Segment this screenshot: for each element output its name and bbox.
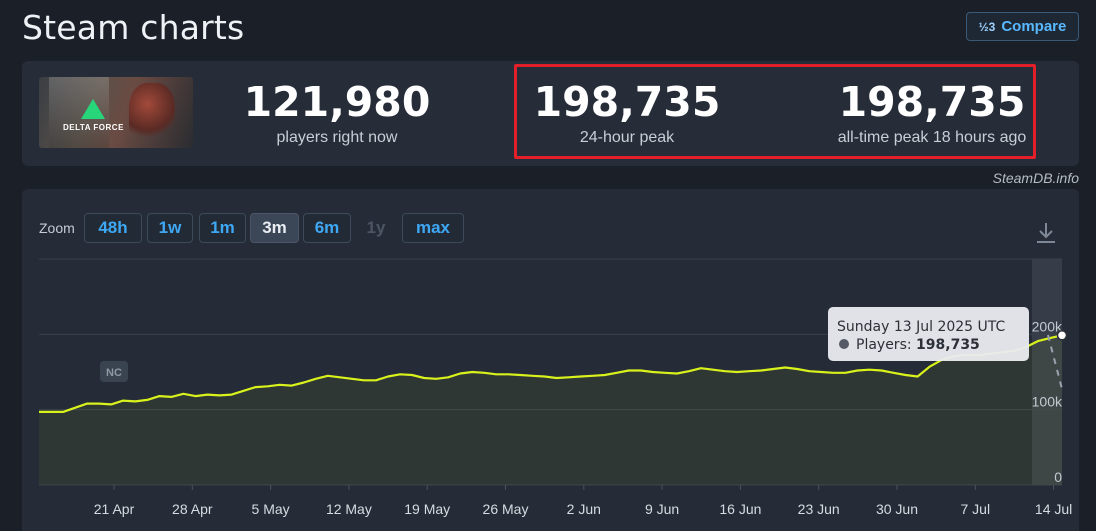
y-axis-labels: 0 100k 200k [1032,318,1063,485]
stats-panel: DELTA FORCE 121,980 players right now 19… [22,61,1079,166]
projection-dashed-line [1047,334,1063,390]
x-axis-labels: 21 Apr 28 Apr 5 May 12 May 19 May 26 May 2 Jun… [94,485,1072,517]
game-logo-text: DELTA FORCE [63,123,124,132]
x-tick-label: 21 Apr [94,501,135,517]
tooltip-value: 198,735 [916,337,980,353]
players-now-label: players right now [276,129,398,146]
tooltip-series-label: Players: [856,337,912,353]
x-tick-label: 7 Jul [961,501,991,517]
tooltip-body: Players: 198,735 [856,337,980,353]
zoom-label: Zoom [39,220,75,236]
stat-players-now: 121,980 players right now [237,82,437,147]
zoom-btn-max[interactable]: max [402,213,464,243]
game-logo-icon [81,99,105,119]
x-tick-label: 26 May [483,501,529,517]
alltime-value: 198,735 [838,78,1026,126]
zoom-btn-6m[interactable]: 6m [303,213,351,243]
x-tick-label: 30 Jun [876,501,918,517]
banner-art-character [129,83,175,143]
x-tick-label: 23 Jun [798,501,840,517]
x-tick-label: 9 Jun [645,501,679,517]
series-line-players [39,334,1063,413]
zoom-btn-48h[interactable]: 48h [84,213,142,243]
download-icon[interactable] [1035,221,1057,245]
hover-point-marker [1056,330,1068,341]
compare-button[interactable]: ½3 Compare [966,12,1079,41]
y-tick-label: 0 [1054,469,1062,485]
nc-annotation-text: NC [106,367,122,379]
series-area [39,335,1062,485]
stat-alltime-peak: 198,735 all-time peak 18 hours ago [802,82,1062,147]
x-tick-label: 2 Jun [567,501,601,517]
y-tick-label: 100k [1032,394,1063,410]
chart-tooltip: Sunday 13 Jul 2025 UTC Players: 198,735 [828,307,1029,361]
peak24-label: 24-hour peak [579,129,675,146]
alltime-label: all-time peak 18 hours ago [837,129,1027,146]
x-tick-label: 14 Jul [1035,501,1072,517]
zoom-btn-1y: 1y [366,218,386,237]
compare-label: Compare [1001,18,1067,35]
zoom-btn-3m[interactable]: 3m [250,213,299,243]
x-tick-label: 5 May [252,501,290,517]
players-now-value: 121,980 [243,78,431,126]
x-tick-label: 16 Jun [719,501,761,517]
x-tick-label: 28 Apr [172,501,213,517]
nc-annotation: NC [100,361,128,382]
tooltip-title: Sunday 13 Jul 2025 UTC [837,319,1005,335]
x-tick-label: 12 May [326,501,372,517]
zoom-btn-1m[interactable]: 1m [199,213,246,243]
zoom-btn-1w[interactable]: 1w [147,213,193,243]
peak24-value: 198,735 [533,78,721,126]
y-tick-label: 200k [1032,318,1063,334]
compare-icon: ½3 [978,19,996,34]
stat-24h-peak: 198,735 24-hour peak [527,82,727,147]
game-banner[interactable]: DELTA FORCE [39,77,193,148]
source-credit[interactable]: SteamDB.info [992,170,1079,186]
page-title: Steam charts [22,8,245,47]
x-tick-label: 19 May [404,501,450,517]
chart-panel: Zoom 48h 1w 1m 3m 6m 1y max 0 100k 200k 21… [22,189,1079,531]
